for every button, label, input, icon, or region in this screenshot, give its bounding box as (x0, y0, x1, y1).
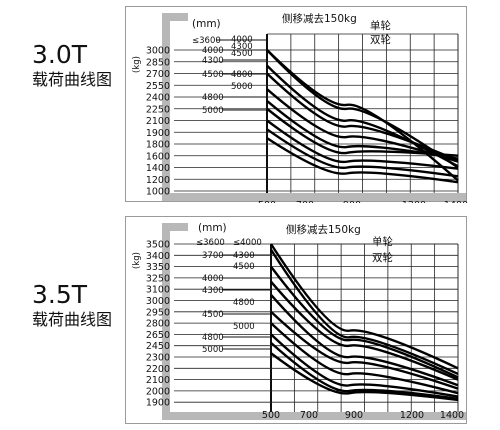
lift-height-label: 4300 (233, 251, 255, 261)
load-curve-6 (266, 99, 459, 160)
load-curve-2 (266, 49, 459, 169)
legend-single-wheel: 单轮 (370, 19, 391, 32)
y-tick-label: 3350 (146, 262, 170, 273)
lift-height-label: 4500 (202, 310, 224, 320)
lift-height-label: 4500 (231, 49, 253, 59)
load-curve-9 (266, 128, 459, 178)
y-tick-label: 2550 (146, 81, 170, 92)
lift-height-label: 4300 (202, 286, 224, 296)
model-caption: 载荷曲线图 (32, 310, 113, 329)
load-curve-6 (270, 310, 459, 390)
x-tick-label: 500 (262, 410, 280, 421)
load-curve-9 (270, 341, 459, 400)
center-unit: (mm) (192, 18, 221, 30)
x-tick-label: 1200 (402, 200, 426, 203)
chart-title: 侧移减去150kg (282, 12, 357, 25)
load-curve-7 (270, 322, 459, 395)
y-tick-label: 1000 (146, 187, 170, 198)
lift-height-label: 4000 (202, 46, 224, 56)
model-label-3-5t: 3.5T 载荷曲线图 (32, 280, 122, 330)
load-chart-svg: 3500340033503250310030002950280026502450… (132, 222, 466, 421)
load-curve-10 (266, 137, 459, 184)
load-curve-1 (269, 243, 459, 370)
load-curve-5 (266, 88, 459, 163)
y-tick-label: 1600 (146, 151, 170, 162)
x-tick-label: 1400 (440, 410, 464, 421)
x-tick-label: 500 (258, 200, 276, 203)
x-tick-label: 1400 (444, 200, 468, 203)
y-tick-label: 2200 (146, 364, 170, 375)
legend-dual-wheel: 双轮 (372, 251, 393, 264)
load-curve-8 (270, 333, 459, 398)
load-chart-svg: 3000285027002550240022502100190018001600… (132, 12, 468, 203)
lift-height-label: 4300 (202, 56, 224, 66)
x-tick-label: 900 (345, 410, 363, 421)
model-caption: 载荷曲线图 (32, 70, 113, 89)
load-curve-10 (270, 352, 459, 402)
y-tick-label: 2100 (146, 375, 170, 386)
legend-dual-wheel: 双轮 (370, 33, 391, 46)
y-tick-label: 1200 (146, 175, 170, 186)
lift-height-label: 4300 (231, 42, 253, 52)
lift-height-label: 3700 (202, 251, 224, 261)
y-tick-label: 2700 (146, 69, 170, 80)
lift-height-label: 4500 (202, 70, 224, 80)
lift-height-label: 4800 (202, 93, 224, 103)
lift-height-label: 4000 (202, 274, 224, 284)
y-tick-label: 1800 (146, 140, 170, 151)
y-tick-label: 2650 (146, 330, 170, 341)
y-tick-label: 3400 (146, 251, 170, 262)
y-tick-label: 1400 (146, 163, 170, 174)
lift-height-label: 5000 (231, 82, 253, 92)
model-code: 3.0T (32, 40, 88, 69)
x-tick-label: 700 (300, 410, 318, 421)
load-curve-4 (266, 72, 459, 162)
lift-height-label: 5000 (202, 106, 224, 116)
y-tick-label: 2950 (146, 307, 170, 318)
y-tick-label: 2250 (146, 104, 170, 115)
model-code: 3.5T (32, 280, 88, 309)
load-chart-3-5t: 3500 3400 3350 3250 3100 3000 2950 2800 2650 2450… (125, 216, 467, 424)
y-tick-label: 2000 (146, 386, 170, 397)
y-tick-label: 2800 (146, 319, 170, 330)
lift-height-label: 5000 (233, 322, 255, 332)
y-tick-label: 3000 (146, 46, 170, 57)
x-tick-label: 900 (343, 200, 361, 203)
load-curve-2 (269, 249, 459, 376)
x-tick-label: 1200 (400, 410, 424, 421)
lift-height-label: 4500 (233, 262, 255, 272)
y-tick-label: 3000 (146, 296, 170, 307)
load-curve-4 (270, 280, 459, 381)
y-tick-label: 2450 (146, 341, 170, 352)
load-curve-7 (266, 107, 459, 157)
lift-height-label: ≤4000 (233, 238, 262, 248)
y-tick-label: 1900 (146, 128, 170, 139)
model-label-3t: 3.0T 载荷曲线图 (32, 40, 122, 90)
chart-title: 侧移减去150kg (286, 223, 361, 236)
y-tick-label: 2850 (146, 57, 170, 68)
lift-height-label: 4800 (233, 298, 255, 308)
lift-height-label: 4800 (231, 70, 253, 80)
load-curve-5 (270, 294, 459, 387)
load-chart-3t: 3000 2850 2700 2550 2400 2250 2100 1900 1800 1600… (125, 6, 468, 203)
lift-height-label: ≤3600 (196, 238, 225, 248)
y-tick-label: 2100 (146, 116, 170, 127)
y-axis-unit: (kg) (132, 56, 142, 73)
lift-height-label: 5000 (202, 345, 224, 355)
y-tick-label: 2300 (146, 353, 170, 364)
lift-height-label: 4800 (202, 333, 224, 343)
lift-height-label: 4000 (231, 35, 253, 45)
y-tick-label: 3250 (146, 273, 170, 284)
load-curve-3 (270, 265, 459, 379)
legend-single-wheel: 单轮 (372, 235, 393, 248)
y-tick-label: 3500 (146, 240, 170, 251)
y-axis-unit: (kg) (132, 252, 142, 269)
y-tick-label: 2400 (146, 93, 170, 104)
y-tick-label: 3100 (146, 285, 170, 296)
y-tick-label: 1900 (146, 398, 170, 409)
load-curve-8 (266, 119, 459, 170)
lift-height-label: ≤3600 (192, 36, 221, 46)
x-tick-label: 700 (296, 200, 314, 203)
center-unit: (mm) (198, 222, 227, 234)
